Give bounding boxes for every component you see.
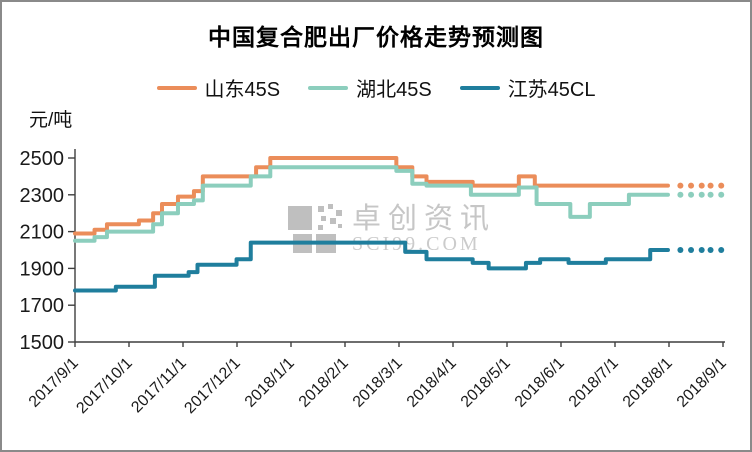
series-line-shandong-45s [73, 156, 670, 236]
x-tick-label: 2018/4/1 [404, 355, 460, 411]
watermark-line1: 卓创资讯 [352, 203, 497, 235]
x-tick-label: 2017/12/1 [181, 355, 243, 417]
legend-item-hubei-45s: 湖北45S [308, 73, 432, 102]
legend-item-shandong-45s: 山东45S [156, 73, 281, 102]
x-tick-label: 2018/2/1 [296, 355, 352, 411]
x-tick-label: 2017/9/1 [26, 355, 82, 411]
x-tick-label: 2017/10/1 [73, 355, 135, 417]
forecast-dot-jiangsu-45cl [688, 247, 695, 253]
legend-swatch-hubei-45s-icon [308, 85, 349, 90]
forecast-dot-shandong-45s [718, 182, 725, 189]
legend-label-shandong-45s: 山东45S [204, 79, 281, 101]
series-line-jiangsu-45cl [73, 240, 670, 293]
x-tick-label: 2018/3/1 [350, 355, 406, 411]
forecast-dot-shandong-45s [698, 182, 705, 189]
legend: 山东45S 湖北45S 江苏45CL [2, 73, 750, 102]
forecast-dot-shandong-45s [677, 182, 684, 189]
forecast-dot-jiangsu-45cl [718, 247, 725, 253]
x-tick-label: 2018/8/1 [620, 355, 676, 411]
forecast-dot-shandong-45s [707, 182, 714, 189]
forecast-dot-jiangsu-45cl [698, 247, 705, 253]
forecast-dot-shandong-45s [688, 182, 695, 189]
x-tick-label: 2018/1/1 [242, 355, 298, 411]
y-tick-label: 2100 [20, 222, 65, 244]
forecast-dot-hubei-45s [688, 191, 695, 198]
forecast-dot-jiangsu-45cl [677, 247, 684, 253]
chart-title: 中国复合肥出厂价格走势预测图 [208, 24, 544, 50]
x-tick-label: 2018/9/1 [674, 355, 730, 411]
legend-swatch-shandong-45s-icon [156, 85, 197, 90]
y-tick-label: 1900 [20, 258, 65, 280]
x-tick-label: 2018/5/1 [458, 355, 514, 411]
x-tick-label: 2017/11/1 [128, 355, 190, 417]
y-tick-label: 2300 [20, 185, 65, 207]
series-line-hubei-45s [73, 165, 670, 243]
forecast-dot-hubei-45s [707, 191, 714, 198]
legend-label-hubei-45s: 湖北45S [356, 79, 432, 101]
x-tick-label: 2018/6/1 [512, 355, 568, 411]
forecast-dot-hubei-45s [677, 191, 684, 198]
legend-label-jiangsu-45cl: 江苏45CL [507, 79, 596, 101]
watermark-line2: SCI99.COM [352, 233, 481, 255]
forecast-dot-jiangsu-45cl [707, 247, 714, 253]
legend-item-jiangsu-45cl: 江苏45CL [459, 73, 596, 102]
y-tick-label: 1700 [20, 295, 65, 317]
y-tick-label: 2500 [20, 148, 65, 170]
watermark-text: 卓创资讯 SCI99.COM [352, 204, 496, 254]
legend-swatch-jiangsu-45cl-icon [459, 85, 500, 90]
y-tick-label: 1500 [20, 332, 65, 354]
x-tick-label: 2018/7/1 [566, 355, 622, 411]
forecast-dot-hubei-45s [698, 191, 705, 198]
y-axis-unit-label: 元/吨 [29, 110, 73, 131]
forecast-dot-hubei-45s [718, 191, 725, 198]
